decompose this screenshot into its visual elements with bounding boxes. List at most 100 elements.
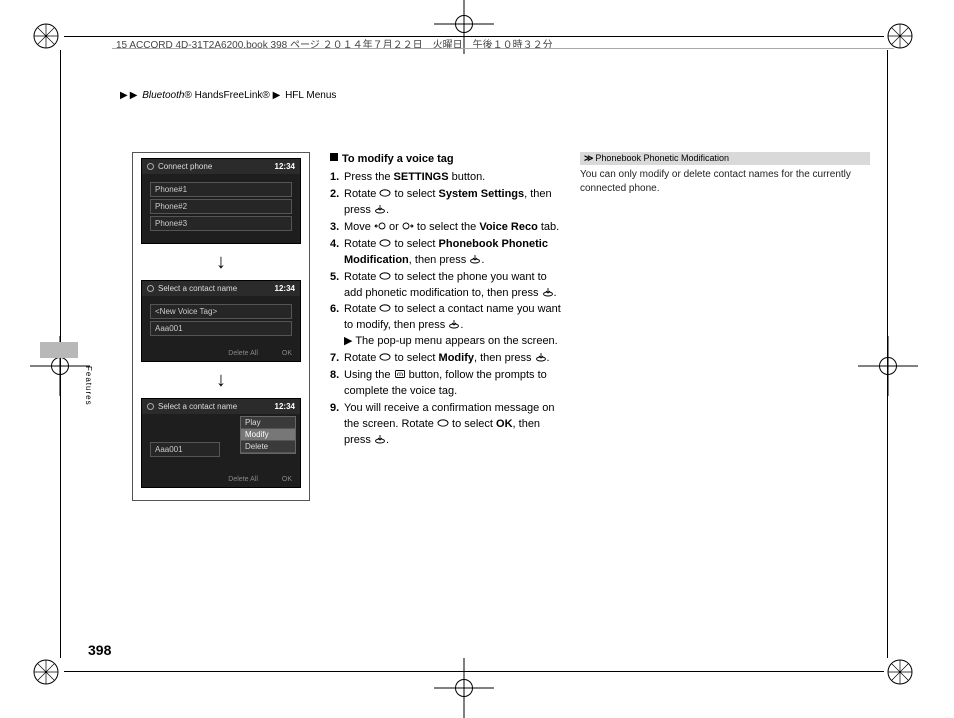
square-bullet-icon [330,153,338,161]
reg-symbol: ® [262,90,269,101]
screen-title: Select a contact name [158,402,275,411]
push-icon [374,434,386,444]
phone-icon [147,163,154,170]
header-rule [112,48,894,49]
breadcrumb-part: Bluetooth [142,90,184,101]
crop-cross-icon [858,336,918,396]
page-number: 398 [88,642,111,658]
right-icon [402,221,414,231]
step-text: Rotate to select Phonebook Phonetic Modi… [344,237,568,269]
screenshot-sequence: Connect phone 12:34 Phone#1 Phone#2 Phon… [132,152,310,501]
step-text: Move or to select the Voice Reco tab. [344,220,568,236]
triangle-icon: ▶ [130,90,138,101]
sidebar-note-title: Phonebook Phonetic Modification [595,153,729,163]
down-arrow-icon: ↓ [216,370,226,390]
step-number: 4. [330,237,344,269]
triangle-icon: ▶ [120,90,128,101]
step-text: Rotate to select a contact name you want… [344,302,568,350]
step-number: 6. [330,302,344,350]
talk-icon [394,369,406,379]
reg-mark-icon [32,658,60,686]
dial-icon [379,271,391,281]
screen-title: Select a contact name [158,284,275,293]
left-icon [374,221,386,231]
phone-icon [147,403,154,410]
step-number: 7. [330,351,344,367]
clock-label: 12:34 [275,402,295,411]
list-item: Aaa001 [150,321,292,336]
breadcrumb-part: HFL Menus [285,90,336,101]
dial-icon [379,238,391,248]
crop-cross-icon [434,658,494,718]
screen-title: Connect phone [158,162,275,171]
triangle-icon: ▶ [344,334,352,350]
push-icon [535,352,547,362]
chevron-icon: ≫ [584,153,593,163]
section-title: To modify a voice tag [330,152,568,168]
list-item: Phone#3 [150,216,292,231]
popup-menu: Play Modify Delete [240,416,296,454]
step-number: 5. [330,270,344,302]
clock-label: 12:34 [275,284,295,293]
breadcrumb-part: HandsFreeLink [195,90,263,101]
instruction-step: 8.Using the button, follow the prompts t… [330,368,568,400]
instruction-step: 4.Rotate to select Phonebook Phonetic Mo… [330,237,568,269]
screen-connect-phone: Connect phone 12:34 Phone#1 Phone#2 Phon… [141,158,301,244]
list-item: Phone#1 [150,182,292,197]
instruction-step: 5.Rotate to select the phone you want to… [330,270,568,302]
clock-label: 12:34 [275,162,295,171]
push-icon [542,287,554,297]
side-thumb-block [40,342,78,358]
instruction-step: 9.You will receive a confirmation messag… [330,401,568,449]
step-number: 3. [330,220,344,236]
sidebar-note-header: ≫Phonebook Phonetic Modification [580,152,870,165]
instruction-step: 3.Move or to select the Voice Reco tab. [330,220,568,236]
breadcrumb: ▶▶ Bluetooth® HandsFreeLink® ▶ HFL Menus [120,90,336,101]
dial-icon [437,418,449,428]
footer-btn-left: Delete All [228,350,258,357]
step-text: Press the SETTINGS button. [344,170,568,186]
reg-symbol: ® [184,90,191,101]
down-arrow-icon: ↓ [216,252,226,272]
step-text: You will receive a confirmation message … [344,401,568,449]
section-title-text: To modify a voice tag [342,153,454,165]
step-number: 2. [330,187,344,219]
step-text: Rotate to select the phone you want to a… [344,270,568,302]
reg-mark-icon [886,22,914,50]
triangle-icon: ▶ [273,90,281,101]
instruction-step: 6.Rotate to select a contact name you wa… [330,302,568,350]
dial-icon [379,188,391,198]
list-item: Aaa001 [150,442,220,457]
phone-icon [147,285,154,292]
step-number: 9. [330,401,344,449]
menu-item: Delete [241,441,295,453]
push-icon [469,254,481,264]
crop-line [887,50,888,658]
crop-line [64,671,884,672]
list-item: Phone#2 [150,199,292,214]
list-item: <New Voice Tag> [150,304,292,319]
footer-btn-left: Delete All [228,476,258,483]
instruction-step: 7.Rotate to select Modify, then press . [330,351,568,367]
menu-item: Modify [241,429,295,441]
reg-mark-icon [32,22,60,50]
step-number: 1. [330,170,344,186]
step-number: 8. [330,368,344,400]
dial-icon [379,352,391,362]
menu-item: Play [241,417,295,429]
footer-btn-right: OK [282,476,292,483]
screen-contact-menu: Select a contact name 12:34 Aaa001 Play … [141,398,301,488]
screen-select-contact: Select a contact name 12:34 <New Voice T… [141,280,301,362]
step-text: Rotate to select Modify, then press . [344,351,568,367]
push-icon [448,319,460,329]
instruction-step: 2.Rotate to select System Settings, then… [330,187,568,219]
instructions: To modify a voice tag 1.Press the SETTIN… [330,152,568,450]
step-text: Using the button, follow the prompts to … [344,368,568,400]
reg-mark-icon [886,658,914,686]
footer-btn-right: OK [282,350,292,357]
dial-icon [379,303,391,313]
sidebar-note-body: You can only modify or delete contact na… [580,168,870,196]
side-tab-label: Features [84,366,93,406]
step-text: Rotate to select System Settings, then p… [344,187,568,219]
instruction-step: 1.Press the SETTINGS button. [330,170,568,186]
